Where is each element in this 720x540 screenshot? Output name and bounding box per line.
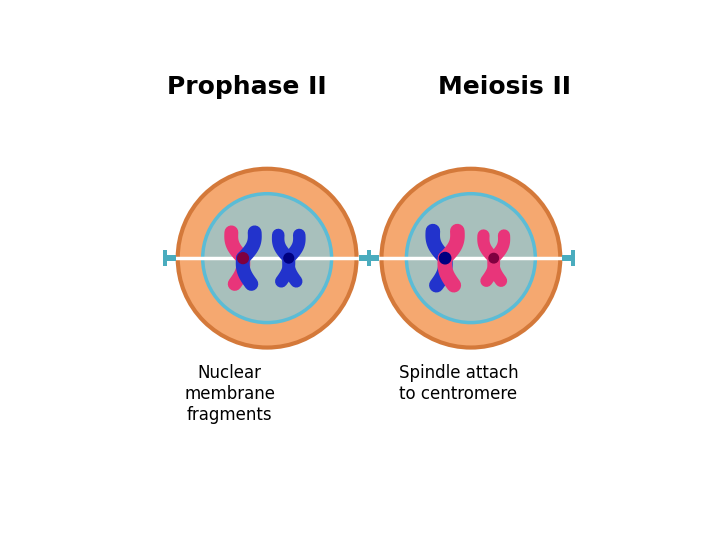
Bar [163,250,166,266]
Bar [166,255,176,261]
Bar [368,250,372,266]
Bar [572,250,575,266]
Circle shape [284,253,294,263]
Circle shape [178,168,356,348]
Bar [359,255,368,261]
Circle shape [238,253,248,264]
Circle shape [489,253,498,263]
Text: Nuclear
membrane
fragments: Nuclear membrane fragments [184,364,275,424]
Bar [562,255,572,261]
Circle shape [406,194,535,322]
Bar [370,255,379,261]
Text: Spindle attach
to centromere: Spindle attach to centromere [399,364,518,403]
Circle shape [439,253,451,264]
Text: Meiosis II: Meiosis II [438,75,572,99]
Circle shape [203,194,332,322]
Circle shape [382,168,560,348]
Bar [366,250,370,266]
Text: Prophase II: Prophase II [166,75,326,99]
